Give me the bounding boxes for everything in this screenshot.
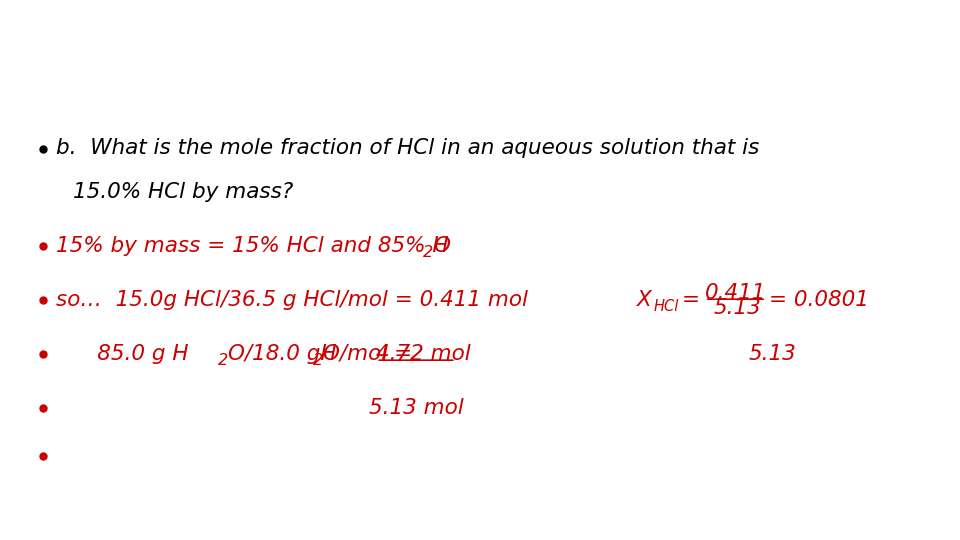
Text: 85.0 g H: 85.0 g H: [56, 343, 188, 364]
Text: so…  15.0g HCl/36.5 g HCl/mol = 0.411 mol: so… 15.0g HCl/36.5 g HCl/mol = 0.411 mol: [56, 289, 528, 310]
Text: 5.13 mol: 5.13 mol: [369, 397, 464, 418]
Text: HCl: HCl: [654, 299, 680, 314]
Text: O/18.0 gH: O/18.0 gH: [228, 343, 336, 364]
Text: 2: 2: [313, 353, 324, 368]
Text: b.  What is the mole fraction of HCl in an aqueous solution that is: b. What is the mole fraction of HCl in a…: [56, 138, 759, 159]
Text: = 0.0801: = 0.0801: [769, 289, 869, 310]
Text: 4.72 mol: 4.72 mol: [376, 343, 471, 364]
Text: 15.0% HCl by mass?: 15.0% HCl by mass?: [73, 181, 293, 202]
Text: 15% by mass = 15% HCl and 85% H: 15% by mass = 15% HCl and 85% H: [56, 235, 448, 256]
Text: 5.13: 5.13: [749, 343, 797, 364]
Text: 5.13: 5.13: [713, 298, 761, 318]
Text: O/mol =: O/mol =: [323, 343, 419, 364]
Text: O: O: [433, 235, 449, 256]
Text: X: X: [636, 289, 652, 310]
Text: 2: 2: [422, 245, 433, 260]
Text: =: =: [682, 289, 700, 310]
Text: 2: 2: [218, 353, 228, 368]
Text: 0.411: 0.411: [705, 282, 766, 303]
